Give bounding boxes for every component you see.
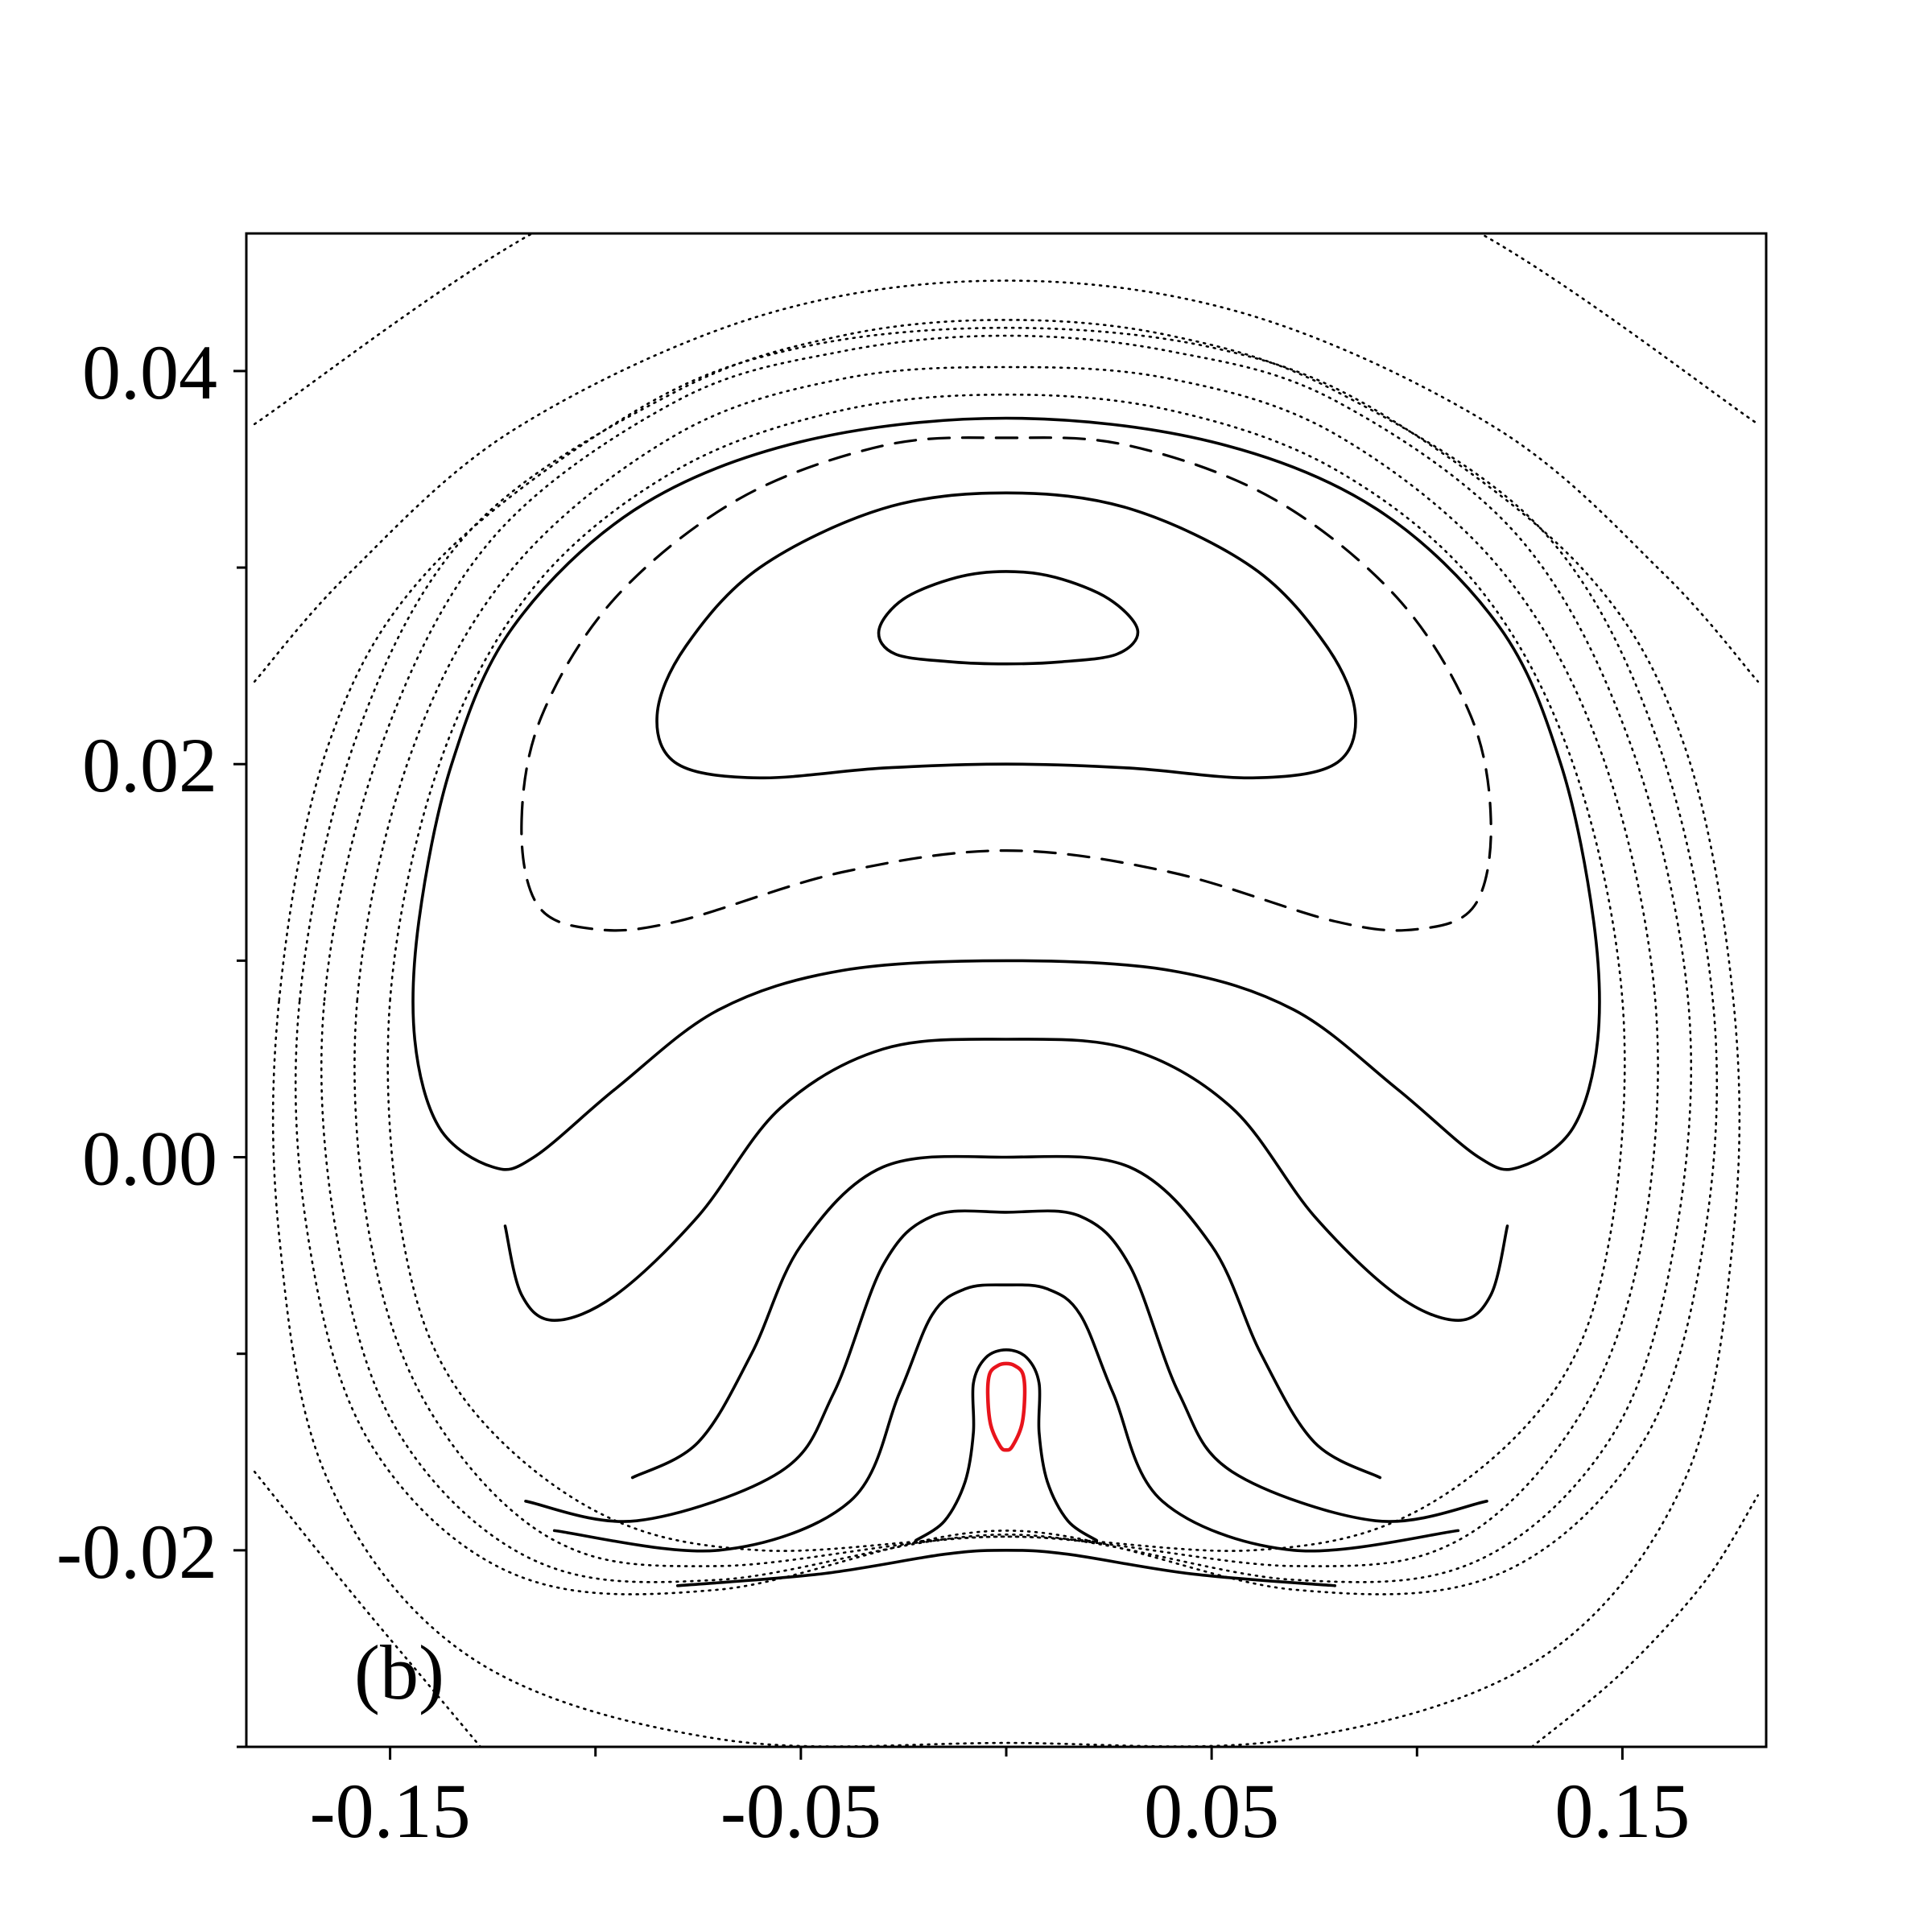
y-tick-label: -0.02 (56, 1509, 217, 1595)
y-tick-label: 0.02 (82, 722, 217, 808)
orbit-curve-3 (1530, 1494, 1760, 1747)
orbit-curve-17 (676, 1549, 1336, 1587)
y-tick-label: 0.04 (82, 329, 217, 415)
orbit-curve-11 (877, 570, 1140, 666)
orbit-curve-7 (353, 365, 1659, 1567)
y-axis: -0.02 0.00 0.02 0.04 (56, 329, 246, 1748)
orbit-curve-18 (914, 1348, 1099, 1542)
orbit-curve-10 (655, 491, 1357, 780)
orbit-curve-5 (294, 319, 1719, 1596)
orbit-curve-4 (271, 326, 1741, 1747)
orbit-curve-6 (320, 334, 1693, 1583)
orbit-curve-12 (411, 416, 1601, 1171)
x-tick-label: -0.05 (720, 1768, 881, 1854)
x-tick-label: 0.15 (1554, 1768, 1690, 1854)
orbit-curve-16 (552, 1283, 1460, 1553)
orbit-curve-15 (524, 1209, 1488, 1523)
orbit-curve-9 (520, 436, 1492, 932)
orbit-curve-2 (253, 1470, 482, 1747)
orbit-curves (253, 233, 1760, 1747)
plot-frame (245, 232, 1768, 1748)
y-tick-label: 0.00 (82, 1116, 217, 1202)
orbit-curve-1 (253, 279, 1760, 683)
orbit-curve-0 (253, 233, 1760, 426)
orbit-curve-14 (630, 1154, 1382, 1480)
highlighted-orbit-19 (985, 1361, 1027, 1452)
orbit-curve-13 (503, 1038, 1509, 1322)
x-tick-label: -0.15 (310, 1768, 471, 1854)
orbit-curve-8 (386, 393, 1626, 1552)
panel-label: (b) (354, 1629, 444, 1715)
x-tick-label: 0.05 (1144, 1768, 1279, 1854)
x-axis: -0.15 -0.05 0.05 0.15 (310, 1747, 1690, 1854)
